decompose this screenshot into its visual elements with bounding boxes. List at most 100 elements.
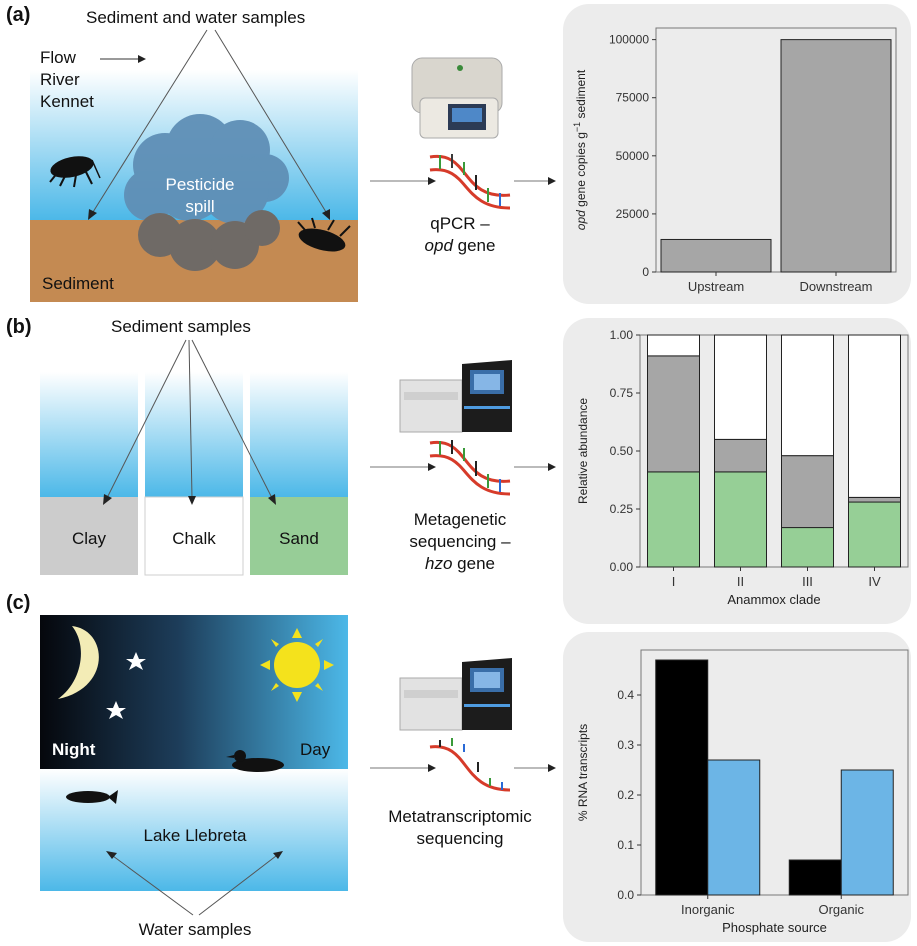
y-tick-label: 0.0 — [617, 888, 634, 902]
duck-icon — [226, 750, 284, 772]
bar-segment — [848, 496, 901, 503]
dead-invertebrate-icon — [297, 217, 351, 252]
y-tick-label: 0 — [642, 265, 649, 279]
method-a-suffix: gene — [452, 236, 496, 255]
sediment-chalk-label: Chalk — [172, 529, 216, 548]
bar-segment — [714, 438, 767, 473]
dna-icon — [429, 440, 511, 496]
sequencer-icon — [399, 658, 512, 731]
panel-b-label: (b) — [6, 316, 32, 338]
y-tick-label: 100000 — [609, 33, 649, 47]
bar-segment — [647, 471, 700, 568]
x-tick-label: Downstream — [800, 279, 873, 294]
method-b-line3: hzo gene — [385, 554, 535, 574]
column-sand — [250, 372, 348, 575]
y-tick-label: 0.1 — [617, 838, 634, 852]
sediment-columns — [40, 339, 348, 576]
sediment-label: Sediment — [42, 274, 114, 293]
sediment-sand-label: Sand — [279, 529, 319, 548]
moon-icon — [58, 626, 99, 699]
bar-segment — [647, 355, 700, 473]
sediment-clay-label: Clay — [71, 529, 106, 548]
method-b-line2: sequencing – — [409, 532, 511, 551]
bar — [788, 859, 842, 896]
y-axis-label: Relative abundance — [576, 398, 590, 504]
x-tick-label: Upstream — [688, 279, 744, 294]
panel-c-label: (c) — [6, 592, 31, 614]
method-a-line2: opd gene — [390, 236, 530, 256]
x-tick-label: Inorganic — [681, 902, 735, 917]
bar-segment — [714, 334, 767, 440]
river-scene — [30, 29, 358, 302]
lake-scene — [40, 615, 348, 916]
y-tick-label: 0.2 — [617, 788, 634, 802]
method-b-suffix: gene — [452, 554, 495, 573]
column-clay — [40, 372, 138, 575]
sequencer-icon — [399, 360, 512, 433]
qpcr-machine-icon — [411, 57, 503, 139]
panel-b-header: Sediment samples — [111, 317, 251, 336]
y-tick-label: 0.4 — [617, 688, 634, 702]
x-tick-label: II — [737, 574, 744, 589]
flow-label: Flow — [40, 48, 76, 67]
y-tick-label: 75000 — [616, 91, 650, 105]
x-tick-label: I — [672, 574, 676, 589]
y-tick-label: 0.25 — [610, 502, 634, 516]
x-tick-label: III — [802, 574, 813, 589]
method-b-gene: hzo — [425, 554, 453, 573]
y-tick-label: 1.00 — [610, 328, 634, 342]
fish-icon — [66, 790, 118, 804]
y-axis-label: opd gene copies g−1 sediment — [572, 69, 588, 230]
panel-a-label: (a) — [6, 4, 31, 26]
bar — [780, 39, 892, 273]
bar-segment — [714, 471, 767, 568]
bar — [655, 659, 709, 896]
bar-segment — [647, 334, 700, 357]
river-name: Kennet — [40, 92, 94, 111]
day-label: Day — [300, 740, 331, 759]
invertebrate-icon — [49, 156, 101, 188]
x-tick-label: IV — [868, 574, 881, 589]
bar — [660, 238, 772, 273]
y-axis-label: % RNA transcripts — [576, 724, 590, 821]
star-icon — [126, 652, 146, 670]
bar — [707, 759, 761, 896]
lake-label: Lake Llebreta — [143, 826, 247, 845]
y-tick-label: 0.50 — [610, 444, 634, 458]
rna-icon — [429, 738, 511, 792]
river-label: River — [40, 70, 80, 89]
x-tick-label: Organic — [818, 902, 864, 917]
lake-water — [40, 769, 348, 891]
star-icon — [106, 701, 126, 719]
spill-label-2: spill — [185, 197, 215, 216]
spill-label-1: Pesticide — [165, 175, 235, 194]
bar-segment — [848, 334, 901, 498]
column-chalk — [144, 372, 244, 576]
method-b-line1: Metagenetic — [413, 510, 507, 529]
bar-segment — [781, 455, 834, 529]
bar — [840, 769, 894, 896]
water-samples-label: Water samples — [138, 920, 252, 939]
y-tick-label: 0.3 — [617, 738, 634, 752]
method-a-graphic — [370, 57, 556, 210]
x-axis-label: Anammox clade — [727, 592, 820, 607]
bar-segment — [781, 527, 834, 568]
method-c-line2: sequencing — [416, 829, 504, 848]
bar-segment — [781, 334, 834, 457]
y-tick-label: 0.75 — [610, 386, 634, 400]
night-label: Night — [52, 740, 96, 759]
x-axis-label: Phosphate source — [722, 920, 827, 935]
method-b-graphic — [370, 360, 556, 496]
y-tick-label: 25000 — [616, 207, 650, 221]
y-tick-label: 0.00 — [610, 560, 634, 574]
method-a-gene: opd — [424, 236, 453, 255]
chart-c: 0.0 0.1 0.2 0.3 0.4 Inorganic Organic Phosphate… — [576, 649, 909, 935]
method-c-line1: Metatranscriptomic — [388, 807, 532, 826]
panel-a-header: Sediment and water samples — [86, 8, 306, 27]
sun-icon — [260, 628, 334, 702]
method-a-line1: qPCR – — [430, 214, 490, 233]
y-tick-label: 50000 — [616, 149, 650, 163]
dna-icon — [429, 154, 511, 210]
chart-a: 0 25000 50000 75000 100000 Upstream Downstream… — [572, 27, 897, 294]
